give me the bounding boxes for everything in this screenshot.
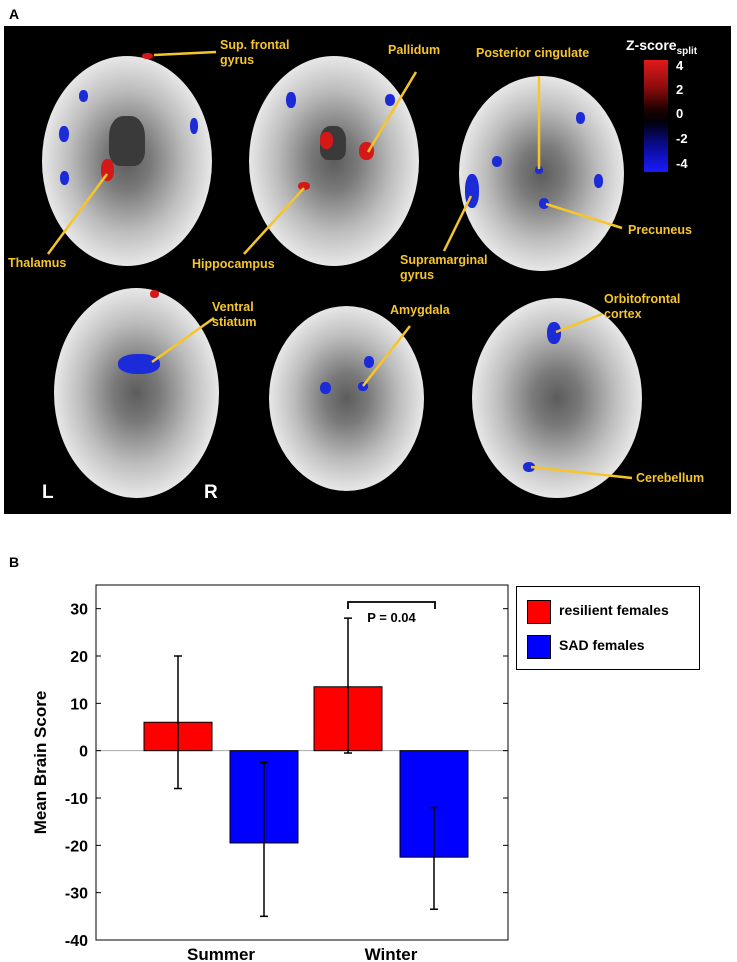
brain-slices-panel: Sup. frontal gyrus Thalamus Pallidum Hip… — [4, 26, 731, 514]
colorbar — [644, 60, 668, 172]
label-leader-lines — [46, 50, 633, 480]
x-tick-label: Winter — [365, 945, 418, 962]
label-posterior-cingulate: Posterior cingulate — [476, 46, 590, 60]
precuneus-cluster — [539, 198, 549, 209]
ventricle-1 — [109, 116, 145, 166]
brain-slice-3 — [459, 76, 624, 271]
colorbar-tick: -4 — [676, 156, 688, 171]
significance-bracket — [347, 601, 436, 609]
blue-cluster-3c — [576, 112, 585, 124]
x-tick-label: Summer — [187, 945, 255, 962]
label-supramarginal-gyrus: Supramarginal gyrus — [400, 253, 488, 282]
y-tick-label: 30 — [70, 602, 88, 619]
label-orbitofrontal-cortex: Orbitofrontal cortex — [604, 292, 681, 321]
red-cluster-2b — [320, 132, 333, 149]
colorbar-tick: 0 — [676, 106, 684, 121]
y-axis-label: Mean Brain Score — [31, 691, 50, 835]
orientation-right: R — [204, 482, 218, 503]
legend-swatch-sad — [527, 635, 551, 659]
label-thalamus: Thalamus — [8, 256, 67, 270]
blue-cluster-3a — [492, 156, 502, 167]
sup-frontal-cluster — [142, 53, 153, 59]
significance-label: P = 0.04 — [367, 610, 416, 625]
amygdala-cluster — [358, 382, 368, 391]
chart-legend: resilient females SAD females — [516, 586, 700, 670]
posterior-cingulate-cluster — [535, 166, 543, 174]
red-cluster-4a — [150, 290, 159, 298]
y-tick-label: 0 — [79, 744, 88, 761]
brain-slice-5 — [269, 306, 424, 491]
y-tick-label: -40 — [65, 933, 88, 950]
panel-a-letter: A — [9, 6, 20, 22]
y-tick-label: 10 — [70, 696, 88, 713]
brain-slice-4 — [54, 288, 219, 498]
legend-label-resilient: resilient females — [559, 602, 669, 618]
blue-cluster-1b — [59, 126, 69, 142]
label-ventral-striatum: Ventral stiatum — [212, 300, 257, 329]
colorbar-tick: -2 — [676, 131, 688, 146]
cerebellum-cluster — [523, 462, 535, 472]
hippocampus-cluster — [298, 182, 310, 190]
blue-cluster-1a — [79, 90, 88, 102]
blue-cluster-2b — [385, 94, 395, 106]
y-tick-label: 20 — [70, 649, 88, 666]
colorbar-tick: 4 — [676, 58, 684, 73]
panel-b-letter: B — [9, 554, 20, 570]
y-tick-label: -30 — [65, 886, 88, 903]
label-sup-frontal-gyrus: Sup. frontal gyrus — [220, 38, 290, 67]
blue-cluster-5a — [320, 382, 331, 394]
blue-cluster-1c — [60, 171, 69, 185]
brain-slice-2 — [249, 56, 419, 266]
y-tick-label: -10 — [65, 791, 88, 808]
colorbar-tick: 2 — [676, 82, 684, 97]
label-hippocampus: Hippocampus — [192, 257, 275, 271]
blue-cluster-3b — [594, 174, 603, 188]
y-tick-label: -20 — [65, 838, 88, 855]
blue-cluster-2a — [286, 92, 296, 108]
colorbar-title: Z-scoresplit — [626, 37, 698, 57]
orbitofrontal-cluster — [547, 322, 561, 344]
legend-swatch-resilient — [527, 600, 551, 624]
ventral-striatum-cluster — [118, 354, 160, 374]
blue-cluster-1d — [190, 118, 198, 134]
legend-label-sad: SAD females — [559, 637, 645, 653]
label-amygdala: Amygdala — [390, 303, 450, 317]
thalamus-cluster — [101, 159, 114, 181]
blue-cluster-5b — [364, 356, 374, 368]
label-precuneus: Precuneus — [628, 223, 692, 237]
label-cerebellum: Cerebellum — [636, 471, 705, 485]
plot-frame — [95, 584, 509, 941]
orientation-left: L — [42, 482, 54, 503]
label-pallidum: Pallidum — [388, 43, 441, 57]
